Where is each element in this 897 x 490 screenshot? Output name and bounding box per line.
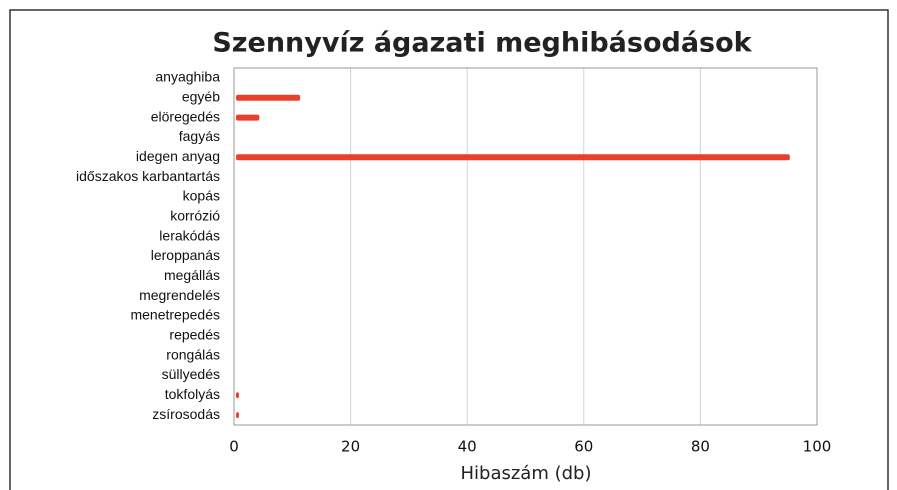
y-tick-label: tokfolyás: [165, 386, 220, 402]
y-tick-label: korrózió: [170, 207, 220, 223]
y-tick-label: anyaghiba: [155, 69, 220, 85]
y-tick-label: egyéb: [182, 88, 220, 104]
y-tick-label: menetrepedés: [130, 307, 220, 323]
x-tick-label: 100: [803, 438, 832, 456]
chart-title: Szennyvíz ágazati meghibásodások: [212, 28, 752, 59]
plot-border: [233, 67, 818, 426]
x-tick-label: 80: [691, 438, 710, 456]
y-tick-label: repedés: [169, 326, 220, 342]
x-tick-label: 40: [458, 438, 477, 456]
y-tick-label: fagyás: [179, 128, 220, 144]
y-tick-label: megrendelés: [139, 287, 220, 303]
x-axis-title: Hibaszám (db): [460, 463, 591, 484]
y-tick-label: lerakódás: [159, 227, 220, 243]
bar: [236, 154, 790, 161]
y-tick-label: süllyedés: [162, 366, 220, 382]
bar: [236, 412, 239, 419]
y-tick-label: zsírosodás: [152, 406, 220, 422]
y-tick-label: rongálás: [166, 346, 220, 362]
bar: [236, 94, 301, 101]
y-tick-label: elöregedés: [151, 108, 220, 124]
x-tick-label: 60: [574, 438, 593, 456]
x-tick-label: 20: [341, 438, 360, 456]
bar: [236, 114, 260, 121]
x-tick-label: 0: [229, 438, 239, 456]
y-tick-label: kopás: [183, 188, 220, 204]
y-tick-label: idegen anyag: [136, 148, 220, 164]
bar: [236, 392, 239, 399]
y-tick-label: időszakos karbantartás: [76, 168, 220, 184]
frame: [9, 9, 889, 490]
y-tick-label: leroppanás: [151, 247, 220, 263]
y-tick-label: megállás: [164, 267, 220, 283]
